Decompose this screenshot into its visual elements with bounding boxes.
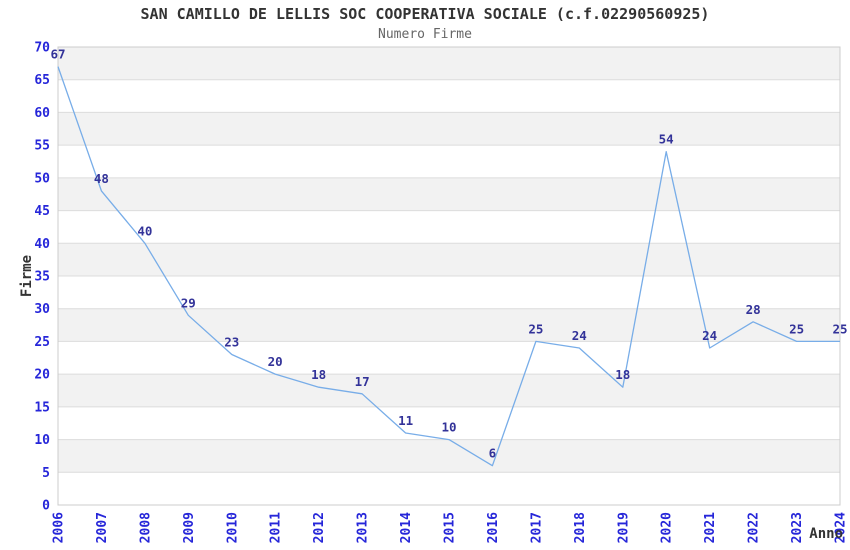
x-tick-label: 2023 [790, 512, 805, 543]
y-tick-label: 55 [34, 139, 50, 154]
data-point-label: 28 [746, 302, 761, 317]
chart-subtitle: Numero Firme [378, 27, 472, 42]
data-point-label: 25 [832, 321, 847, 336]
y-tick-label: 20 [34, 368, 50, 383]
grid-band [58, 112, 840, 146]
y-tick-label: 65 [34, 73, 50, 88]
grid-band [58, 374, 840, 407]
grid-band [58, 439, 840, 473]
grid-band [58, 177, 840, 211]
plot-border [57, 46, 841, 506]
data-point-label: 40 [137, 223, 152, 238]
y-tick-label: 5 [42, 466, 50, 481]
y-tick-label: 35 [34, 270, 50, 285]
x-tick-label: 2019 [616, 512, 631, 543]
data-point-label: 20 [268, 354, 283, 369]
chart-title: SAN CAMILLO DE LELLIS SOC COOPERATIVA SO… [140, 5, 710, 23]
y-tick-label: 60 [34, 106, 50, 121]
x-tick-label: 2014 [399, 512, 414, 543]
x-tick-label: 2020 [660, 512, 675, 543]
data-point-label: 67 [50, 47, 65, 62]
x-tick-label: 2017 [529, 512, 544, 543]
data-point-label: 23 [224, 335, 239, 350]
x-tick-label: 2018 [573, 512, 588, 543]
y-tick-label: 40 [34, 237, 50, 252]
x-tick-label: 2010 [225, 512, 240, 543]
y-tick-label: 70 [34, 41, 50, 56]
y-tick-label: 45 [34, 204, 50, 219]
data-line [57, 66, 840, 467]
data-point-label: 6 [489, 446, 497, 461]
data-point-label: 18 [311, 367, 326, 382]
y-tick-label: 50 [34, 171, 50, 186]
x-tick-label: 2016 [486, 512, 501, 543]
x-tick-label: 2015 [443, 512, 458, 543]
x-tick-label: 2022 [747, 512, 762, 543]
data-point-label: 10 [441, 420, 456, 435]
grid-band [58, 47, 840, 80]
x-axis-title: Anno [809, 526, 843, 542]
x-tick-label: 2013 [356, 512, 371, 543]
x-tick-label: 2024 [834, 512, 849, 543]
y-tick-label: 15 [34, 400, 50, 415]
x-tick-label: 2011 [269, 512, 284, 543]
y-axis-title: Firme [19, 254, 35, 298]
data-point-label: 25 [789, 321, 804, 336]
x-tick-label: 2009 [182, 512, 197, 543]
grid-band [58, 308, 840, 342]
x-tick-label: 2021 [703, 512, 718, 543]
x-tick-label: 2008 [138, 512, 153, 543]
data-point-label: 24 [572, 328, 587, 343]
data-point-label: 24 [702, 328, 717, 343]
y-tick-label: 25 [34, 335, 50, 350]
data-point-label: 11 [398, 413, 413, 428]
y-tick-label: 10 [34, 433, 50, 448]
data-point-label: 48 [94, 171, 109, 186]
data-point-label: 54 [659, 132, 674, 147]
data-point-label: 25 [528, 321, 543, 336]
x-tick-label: 2012 [312, 512, 327, 543]
data-point-label: 29 [181, 295, 196, 310]
x-tick-label: 2006 [52, 512, 67, 543]
data-point-label: 18 [615, 367, 630, 382]
data-point-label: 17 [355, 374, 370, 389]
y-tick-label: 0 [42, 499, 50, 514]
y-tick-label: 30 [34, 302, 50, 317]
grid-band [58, 243, 840, 276]
x-tick-label: 2007 [95, 512, 110, 543]
